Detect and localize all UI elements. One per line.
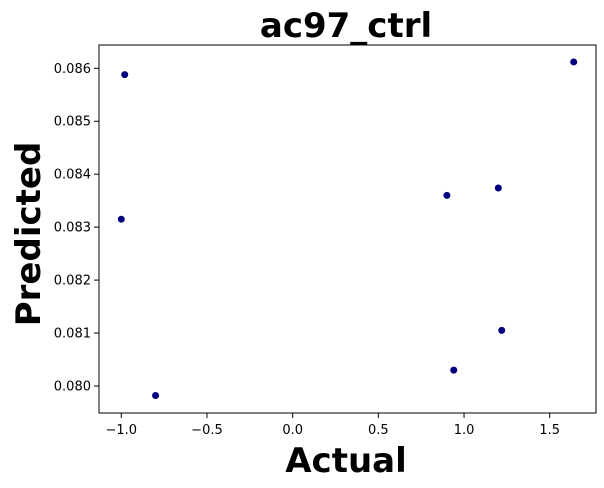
data-point: [117, 215, 125, 223]
axes-frame: [98, 44, 597, 414]
y-tick-label: 0.082: [54, 274, 91, 289]
y-tick-label: 0.081: [54, 327, 91, 342]
x-tick-label: −0.5: [191, 423, 223, 438]
y-axis-ticks: 0.080 0.081 0.082 0.083 0.084 0.085 0.086: [54, 62, 99, 394]
x-tick-label: 0.0: [282, 423, 303, 438]
y-tick-label: 0.083: [54, 221, 91, 236]
y-tick-label: 0.080: [54, 379, 91, 394]
x-tick-label: 0.5: [368, 423, 389, 438]
data-point: [443, 191, 451, 199]
data-points: [117, 58, 578, 400]
chart-title: ac97_ctrl: [260, 6, 432, 46]
y-tick-label: 0.084: [54, 168, 91, 183]
x-tick-label: −1.0: [105, 423, 137, 438]
data-point: [494, 184, 502, 192]
data-point: [152, 392, 160, 400]
y-axis-label: Predicted: [9, 142, 49, 327]
plot-area: [98, 44, 597, 414]
x-axis-ticks: −1.0 −0.5 0.0 0.5 1.0 1.5: [105, 413, 560, 438]
data-point: [450, 366, 458, 374]
x-axis-label: Actual: [285, 441, 407, 481]
y-tick-label: 0.085: [54, 115, 91, 130]
data-point: [121, 71, 129, 79]
data-point: [498, 326, 506, 334]
data-point: [570, 58, 578, 66]
x-tick-label: 1.0: [454, 423, 475, 438]
y-tick-label: 0.086: [54, 62, 91, 77]
x-tick-label: 1.5: [539, 423, 560, 438]
